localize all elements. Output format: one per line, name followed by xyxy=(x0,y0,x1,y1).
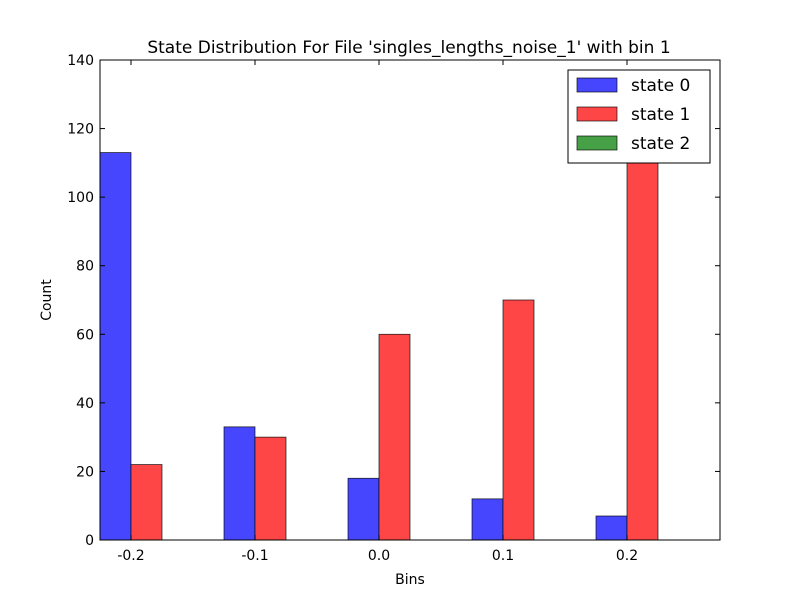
x-tick-label: 0.1 xyxy=(492,548,514,564)
legend-label-state-2: state 2 xyxy=(631,134,690,154)
y-tick-label: 80 xyxy=(76,259,94,275)
y-tick-label: 120 xyxy=(67,122,94,138)
y-axis: 0 20 40 60 80 100 120 140 xyxy=(67,53,720,549)
bar-state-0-4 xyxy=(595,515,628,541)
y-tick-label: 0 xyxy=(85,533,94,549)
legend: state 0 state 1 state 2 xyxy=(567,69,711,164)
y-tick-label: 20 xyxy=(76,464,94,480)
bar-state-1-0 xyxy=(130,464,163,541)
legend-swatch-state-1 xyxy=(576,106,618,122)
legend-swatch-state-0 xyxy=(576,77,618,93)
y-axis-label: Count xyxy=(39,279,55,321)
y-tick-label: 100 xyxy=(67,190,94,206)
bar-state-1-3 xyxy=(502,299,535,541)
bar-state-0-2 xyxy=(347,477,380,541)
legend-label-state-0: state 0 xyxy=(631,76,690,96)
bar-state-1-2 xyxy=(378,333,411,541)
bar-state-0-1 xyxy=(223,426,256,541)
bar-state-1-1 xyxy=(254,436,287,541)
y-tick-label: 140 xyxy=(67,53,94,69)
x-tick-label: -0.1 xyxy=(241,548,268,564)
bar-state-0-3 xyxy=(471,498,504,541)
x-axis: -0.2 -0.1 0.0 0.1 0.2 xyxy=(117,60,638,564)
plot-frame xyxy=(99,59,721,541)
x-tick-label: -0.2 xyxy=(117,548,144,564)
x-axis-label: Bins xyxy=(395,572,425,588)
legend-label-state-1: state 1 xyxy=(631,105,690,125)
bar-state-1-4 xyxy=(626,159,659,541)
chart-title: State Distribution For File 'singles_len… xyxy=(147,38,670,58)
x-tick-label: 0.0 xyxy=(368,548,390,564)
bars-group xyxy=(99,152,659,541)
bar-state-0-0 xyxy=(99,152,132,541)
y-tick-label: 60 xyxy=(76,327,94,343)
y-tick-label: 40 xyxy=(76,396,94,412)
x-tick-label: 0.2 xyxy=(616,548,638,564)
legend-swatch-state-2 xyxy=(576,135,618,151)
